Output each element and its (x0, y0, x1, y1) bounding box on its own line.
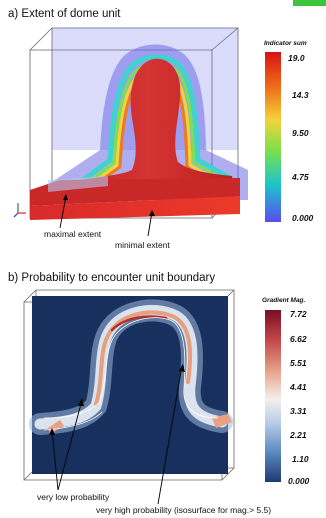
panel-a-title: a) Extent of dome unit (8, 8, 121, 20)
colorbar-b-tick-5: 2.21 (290, 430, 307, 440)
colorbar-b-tick-7: 0.000 (288, 476, 310, 486)
panel-a-figure (13, 27, 248, 237)
colorbar-b-tick-2: 5.51 (290, 358, 307, 368)
colorbar-a-tick-4: 0.000 (292, 213, 314, 223)
colorbar-b-title: Gradient Mag. (262, 297, 306, 304)
annotation-maximal-extent: maximal extent (44, 229, 102, 239)
dome-core (60, 58, 236, 200)
annotation-minimal-extent: minimal extent (115, 240, 170, 250)
corner-tab (293, 0, 326, 6)
colorbar-a-tick-2: 9.50 (292, 128, 309, 138)
colorbar-b-tick-3: 4.41 (290, 382, 307, 392)
colorbar-a-bar (265, 52, 281, 222)
colorbar-a-tick-1: 14.3 (292, 90, 309, 100)
panel-b-figure (23, 289, 235, 505)
colorbar-b-tick-0: 7.72 (290, 309, 307, 319)
annotation-very-high-probability: very high probability (isosurface for ma… (96, 505, 272, 515)
colorbar-b-bar (265, 310, 281, 482)
colorbar-a-tick-3: 4.75 (292, 172, 309, 182)
colorbar-b-tick-4: 3.31 (290, 406, 307, 416)
panel-b-title: b) Probability to encounter unit boundar… (8, 272, 216, 284)
annotation-very-low-probability: very low probability (37, 492, 110, 502)
axis-triad-icon (13, 203, 26, 218)
boundary-band-core (94, 310, 193, 406)
min-extent-floor (30, 196, 240, 220)
colorbar-b-tick-6: 1.10 (292, 454, 309, 464)
colorbar-a-tick-0: 19.0 (288, 53, 305, 63)
colorbar-a-title: Indicator sum (264, 40, 307, 47)
colorbar-b-tick-1: 6.62 (290, 334, 307, 344)
